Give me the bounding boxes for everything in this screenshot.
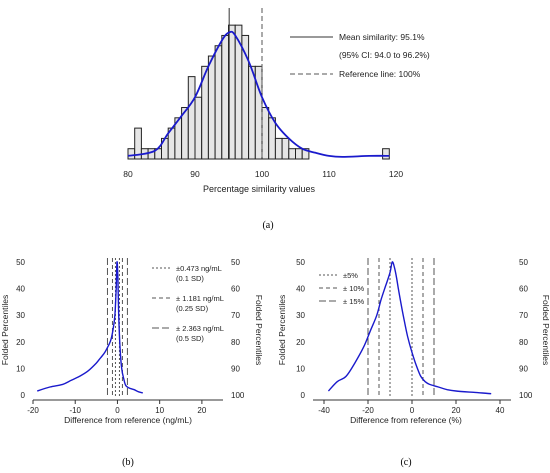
legend-label: ± 15% bbox=[343, 297, 365, 306]
x-tick-label: 0 bbox=[115, 406, 120, 415]
y2-tick-label: 80 bbox=[519, 338, 528, 347]
histogram-bar bbox=[288, 148, 296, 160]
histogram-bar bbox=[301, 148, 310, 160]
histogram-bar bbox=[248, 65, 256, 160]
y2-tick-label: 80 bbox=[231, 338, 240, 347]
x-tick-label: 10 bbox=[155, 406, 164, 415]
panel-c-axes: -40 -20 0 20 40 0 100 10 90 20 80 30 70 40 60 50 50 bbox=[296, 258, 533, 415]
y2-tick-label: 60 bbox=[519, 285, 528, 294]
histogram-bar bbox=[295, 148, 303, 160]
legend-sublabel: (0.25 SD) bbox=[176, 304, 209, 313]
histogram-bar bbox=[268, 117, 276, 160]
histogram-bar bbox=[207, 55, 216, 160]
panel-b: -20 -10 0 10 20 0 100 10 90 20 80 30 70 40 60 50 50 Diff… bbox=[0, 258, 264, 468]
panel-b-y2-axis-label: Folded Percentiles bbox=[254, 295, 264, 365]
legend-label: ±0.473 ng/mL bbox=[176, 264, 222, 273]
panel-a-label: (a) bbox=[262, 220, 273, 231]
y2-tick-label: 100 bbox=[231, 391, 245, 400]
panel-c: -40 -20 0 20 40 0 100 10 90 20 80 30 70 40 60 50 50 Diff… bbox=[277, 258, 550, 468]
y-tick-label: 0 bbox=[21, 391, 26, 400]
panel-c-label: (c) bbox=[400, 457, 411, 468]
x-tick-label: 40 bbox=[496, 406, 505, 415]
histogram-bar bbox=[187, 76, 196, 160]
panel-b-axes: -20 -10 0 10 20 0 100 10 90 20 80 30 70 40 60 50 50 bbox=[16, 258, 245, 415]
y2-tick-label: 70 bbox=[231, 311, 240, 320]
x-tick-label: -10 bbox=[69, 406, 81, 415]
histogram-x-axis-label: Percentage similarity values bbox=[203, 184, 316, 194]
density-curve bbox=[127, 30, 390, 158]
legend-label: ± 10% bbox=[343, 284, 365, 293]
histogram-x-tick-label: 80 bbox=[123, 169, 133, 179]
histogram-bar bbox=[127, 148, 136, 160]
y2-tick-label: 50 bbox=[519, 258, 528, 267]
y2-tick-label: 70 bbox=[519, 311, 528, 320]
panel-c-y2-axis-label: Folded Percentiles bbox=[541, 295, 550, 365]
histogram-panel: 80 90 100 110 120 Percentage similarity valu… bbox=[123, 8, 430, 231]
x-tick-label: -20 bbox=[362, 406, 374, 415]
panel-c-y-axis-label: Folded Percentiles bbox=[277, 295, 287, 365]
x-tick-label: 20 bbox=[197, 406, 206, 415]
panel-b-x-axis-label: Difference from reference (ng/mL) bbox=[64, 415, 192, 425]
y-tick-label: 20 bbox=[16, 338, 25, 347]
histogram-x-tick-label: 120 bbox=[389, 169, 403, 179]
legend-label: ±5% bbox=[343, 271, 358, 280]
histogram-bars bbox=[127, 24, 390, 160]
panel-c-reference-lines bbox=[367, 258, 435, 398]
histogram-bar bbox=[214, 45, 223, 160]
y2-tick-label: 90 bbox=[519, 364, 528, 373]
histogram-bar bbox=[261, 107, 270, 160]
x-tick-label: 20 bbox=[452, 406, 461, 415]
legend-sublabel: (0.5 SD) bbox=[176, 334, 204, 343]
x-tick-label: -40 bbox=[318, 406, 330, 415]
histogram-x-ticks: 80 90 100 110 120 bbox=[123, 169, 403, 179]
panel-b-curve bbox=[36, 261, 143, 394]
panel-b-label: (b) bbox=[122, 457, 134, 468]
histogram-bar bbox=[194, 96, 203, 160]
y2-tick-label: 100 bbox=[519, 391, 533, 400]
histogram-bar bbox=[382, 148, 390, 160]
y2-tick-label: 60 bbox=[231, 285, 240, 294]
y-tick-label: 40 bbox=[296, 285, 305, 294]
panel-c-x-axis-label: Difference from reference (%) bbox=[350, 415, 462, 425]
panel-c-curve bbox=[327, 261, 492, 395]
y-tick-label: 30 bbox=[296, 311, 305, 320]
histogram-x-tick-label: 90 bbox=[190, 169, 200, 179]
y-tick-label: 30 bbox=[16, 311, 25, 320]
x-tick-label: -20 bbox=[27, 406, 39, 415]
histogram-bar bbox=[134, 127, 142, 160]
histogram-x-tick-label: 110 bbox=[322, 169, 336, 179]
histogram-bar bbox=[221, 34, 230, 160]
panel-b-legend: ±0.473 ng/mL(0.1 SD) ± 1.181 ng/mL(0.25 S… bbox=[152, 264, 224, 343]
panel-b-y-axis-label: Folded Percentiles bbox=[0, 295, 10, 365]
y-tick-label: 50 bbox=[296, 258, 305, 267]
legend-reference-label: Reference line: 100% bbox=[339, 69, 421, 79]
y-tick-label: 20 bbox=[296, 338, 305, 347]
y-tick-label: 0 bbox=[301, 391, 306, 400]
panel-c-legend: ±5% ± 10% ± 15% bbox=[319, 271, 365, 306]
y-tick-label: 50 bbox=[16, 258, 25, 267]
y-tick-label: 10 bbox=[16, 364, 25, 373]
legend-sublabel: (0.1 SD) bbox=[176, 274, 204, 283]
histogram-bar bbox=[281, 137, 290, 160]
legend-label: ± 2.363 ng/mL bbox=[176, 324, 224, 333]
legend-ci-label: (95% CI: 94.0 to 96.2%) bbox=[339, 50, 430, 60]
histogram-x-tick-label: 100 bbox=[255, 169, 269, 179]
y2-tick-label: 90 bbox=[231, 364, 240, 373]
legend-mean-label: Mean similarity: 95.1% bbox=[339, 32, 425, 42]
histogram-bar bbox=[147, 148, 156, 160]
x-tick-label: 0 bbox=[410, 406, 415, 415]
legend-label: ± 1.181 ng/mL bbox=[176, 294, 224, 303]
y2-tick-label: 50 bbox=[231, 258, 240, 267]
histogram-bar bbox=[274, 137, 283, 160]
y-tick-label: 10 bbox=[296, 364, 305, 373]
y-tick-label: 40 bbox=[16, 285, 25, 294]
